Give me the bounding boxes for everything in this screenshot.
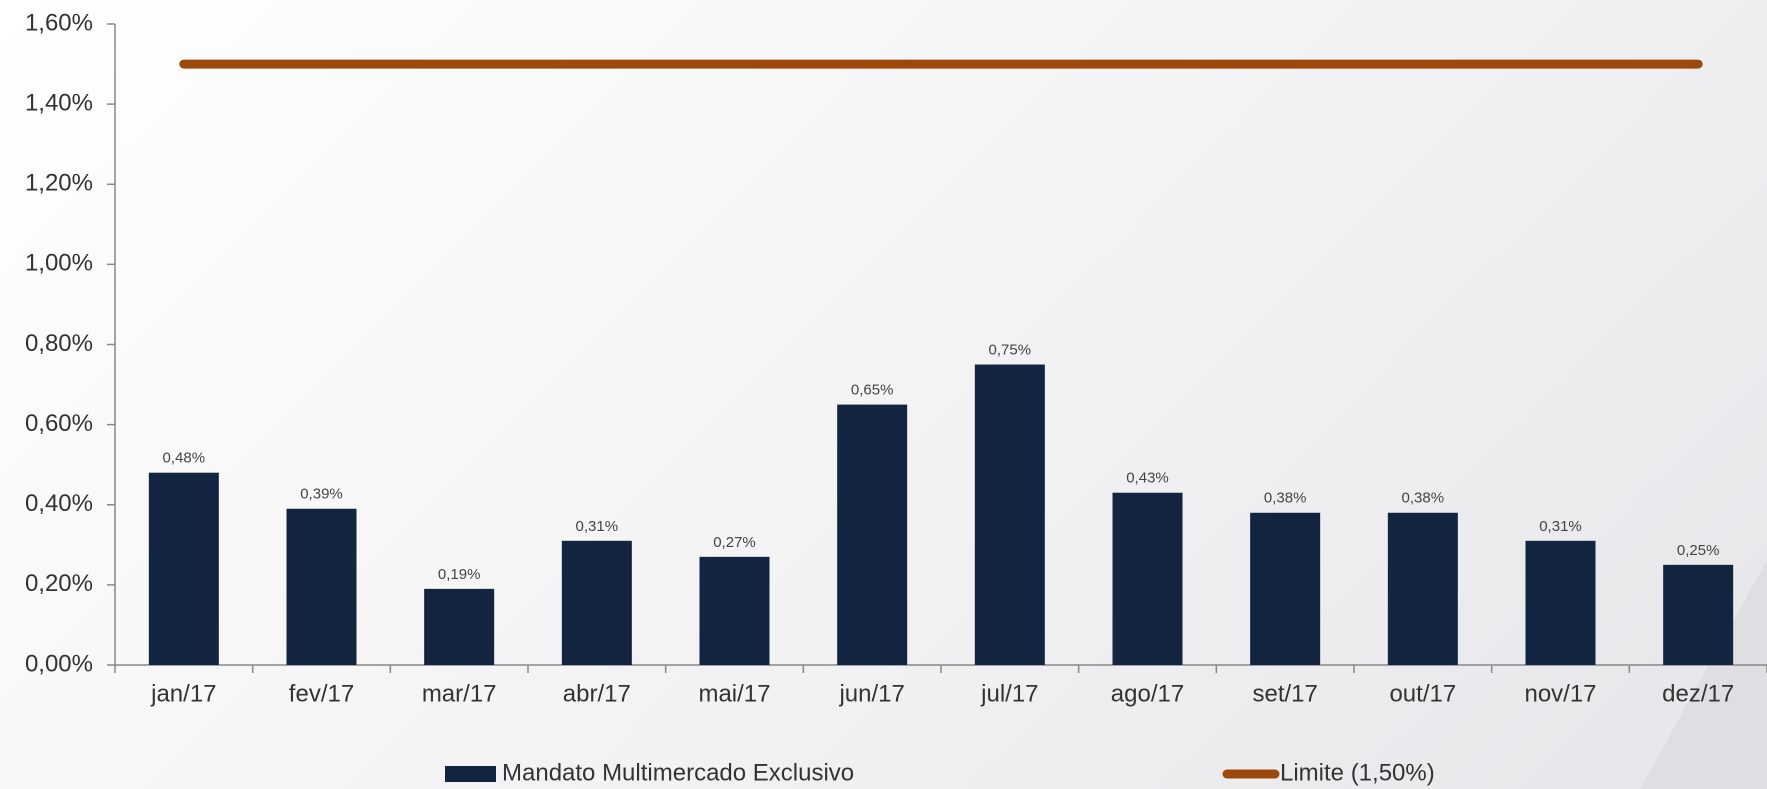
legend-swatch xyxy=(445,766,496,782)
legend-label: Mandato Multimercado Exclusivo xyxy=(502,759,854,786)
data-label: 0,25% xyxy=(1677,542,1720,559)
data-label: 0,19% xyxy=(438,566,481,583)
data-label: 0,38% xyxy=(1264,490,1307,507)
y-tick-label: 0,40% xyxy=(25,490,93,517)
y-tick-label: 0,00% xyxy=(25,650,93,677)
bar xyxy=(1112,492,1183,665)
y-tick-label: 1,20% xyxy=(25,170,93,197)
bar xyxy=(974,364,1045,665)
bar xyxy=(1663,564,1734,665)
data-label: 0,48% xyxy=(163,450,206,467)
x-tick-label: jun/17 xyxy=(838,680,904,707)
x-tick-label: nov/17 xyxy=(1524,680,1596,707)
data-label: 0,38% xyxy=(1402,490,1445,507)
x-tick-label: jul/17 xyxy=(980,680,1038,707)
x-tick-label: ago/17 xyxy=(1111,680,1184,707)
y-tick-label: 1,00% xyxy=(25,250,93,277)
y-tick-label: 0,20% xyxy=(25,570,93,597)
bar xyxy=(837,404,908,665)
bar xyxy=(148,472,219,665)
y-tick-label: 1,40% xyxy=(25,89,93,116)
legend-label: Limite (1,50%) xyxy=(1280,759,1435,786)
data-label: 0,31% xyxy=(576,518,619,535)
decor xyxy=(1640,560,1767,789)
x-tick-label: abr/17 xyxy=(563,680,631,707)
x-tick-label: set/17 xyxy=(1252,680,1317,707)
y-tick-label: 0,80% xyxy=(25,330,93,357)
bar xyxy=(1250,512,1321,665)
data-label: 0,27% xyxy=(713,534,756,551)
y-tick-label: 1,60% xyxy=(25,9,93,36)
x-tick-label: fev/17 xyxy=(289,680,354,707)
y-tick-label: 0,60% xyxy=(25,410,93,437)
bar xyxy=(561,540,632,665)
x-tick-label: mar/17 xyxy=(422,680,497,707)
data-label: 0,75% xyxy=(989,342,1032,359)
x-tick-label: dez/17 xyxy=(1662,680,1734,707)
x-tick-label: out/17 xyxy=(1389,680,1456,707)
x-tick-label: jan/17 xyxy=(150,680,216,707)
bar xyxy=(699,556,770,665)
data-label: 0,43% xyxy=(1126,470,1169,487)
bar xyxy=(286,508,357,665)
x-tick-label: mai/17 xyxy=(698,680,770,707)
bar xyxy=(1525,540,1596,665)
data-label: 0,39% xyxy=(300,486,343,503)
bar xyxy=(1387,512,1458,665)
bar xyxy=(424,588,495,665)
data-label: 0,65% xyxy=(851,382,894,399)
data-label: 0,31% xyxy=(1539,518,1582,535)
